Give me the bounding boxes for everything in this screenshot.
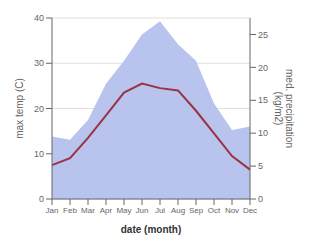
svg-text:med. precipitation(kg/m2): med. precipitation(kg/m2) xyxy=(273,69,296,148)
svg-text:date (month): date (month) xyxy=(121,224,182,235)
svg-text:max temp (C): max temp (C) xyxy=(14,78,25,139)
svg-text:Mar: Mar xyxy=(81,206,95,215)
svg-text:Sep: Sep xyxy=(189,206,204,215)
svg-text:Oct: Oct xyxy=(208,206,221,215)
svg-text:0: 0 xyxy=(39,194,44,204)
svg-text:Feb: Feb xyxy=(63,206,77,215)
svg-text:20: 20 xyxy=(34,104,44,114)
svg-text:25: 25 xyxy=(258,30,268,40)
svg-text:Apr: Apr xyxy=(100,206,113,215)
svg-text:20: 20 xyxy=(258,63,268,73)
svg-text:10: 10 xyxy=(258,128,268,138)
svg-text:Jul: Jul xyxy=(155,206,165,215)
svg-text:0: 0 xyxy=(258,194,263,204)
svg-text:15: 15 xyxy=(258,95,268,105)
svg-text:30: 30 xyxy=(34,58,44,68)
svg-text:Nov: Nov xyxy=(225,206,239,215)
svg-text:5: 5 xyxy=(258,161,263,171)
svg-text:Jun: Jun xyxy=(136,206,149,215)
svg-text:10: 10 xyxy=(34,149,44,159)
svg-text:Dec: Dec xyxy=(243,206,257,215)
svg-text:Aug: Aug xyxy=(171,206,185,215)
svg-text:May: May xyxy=(116,206,131,215)
svg-text:Jan: Jan xyxy=(46,206,59,215)
svg-text:40: 40 xyxy=(34,13,44,23)
